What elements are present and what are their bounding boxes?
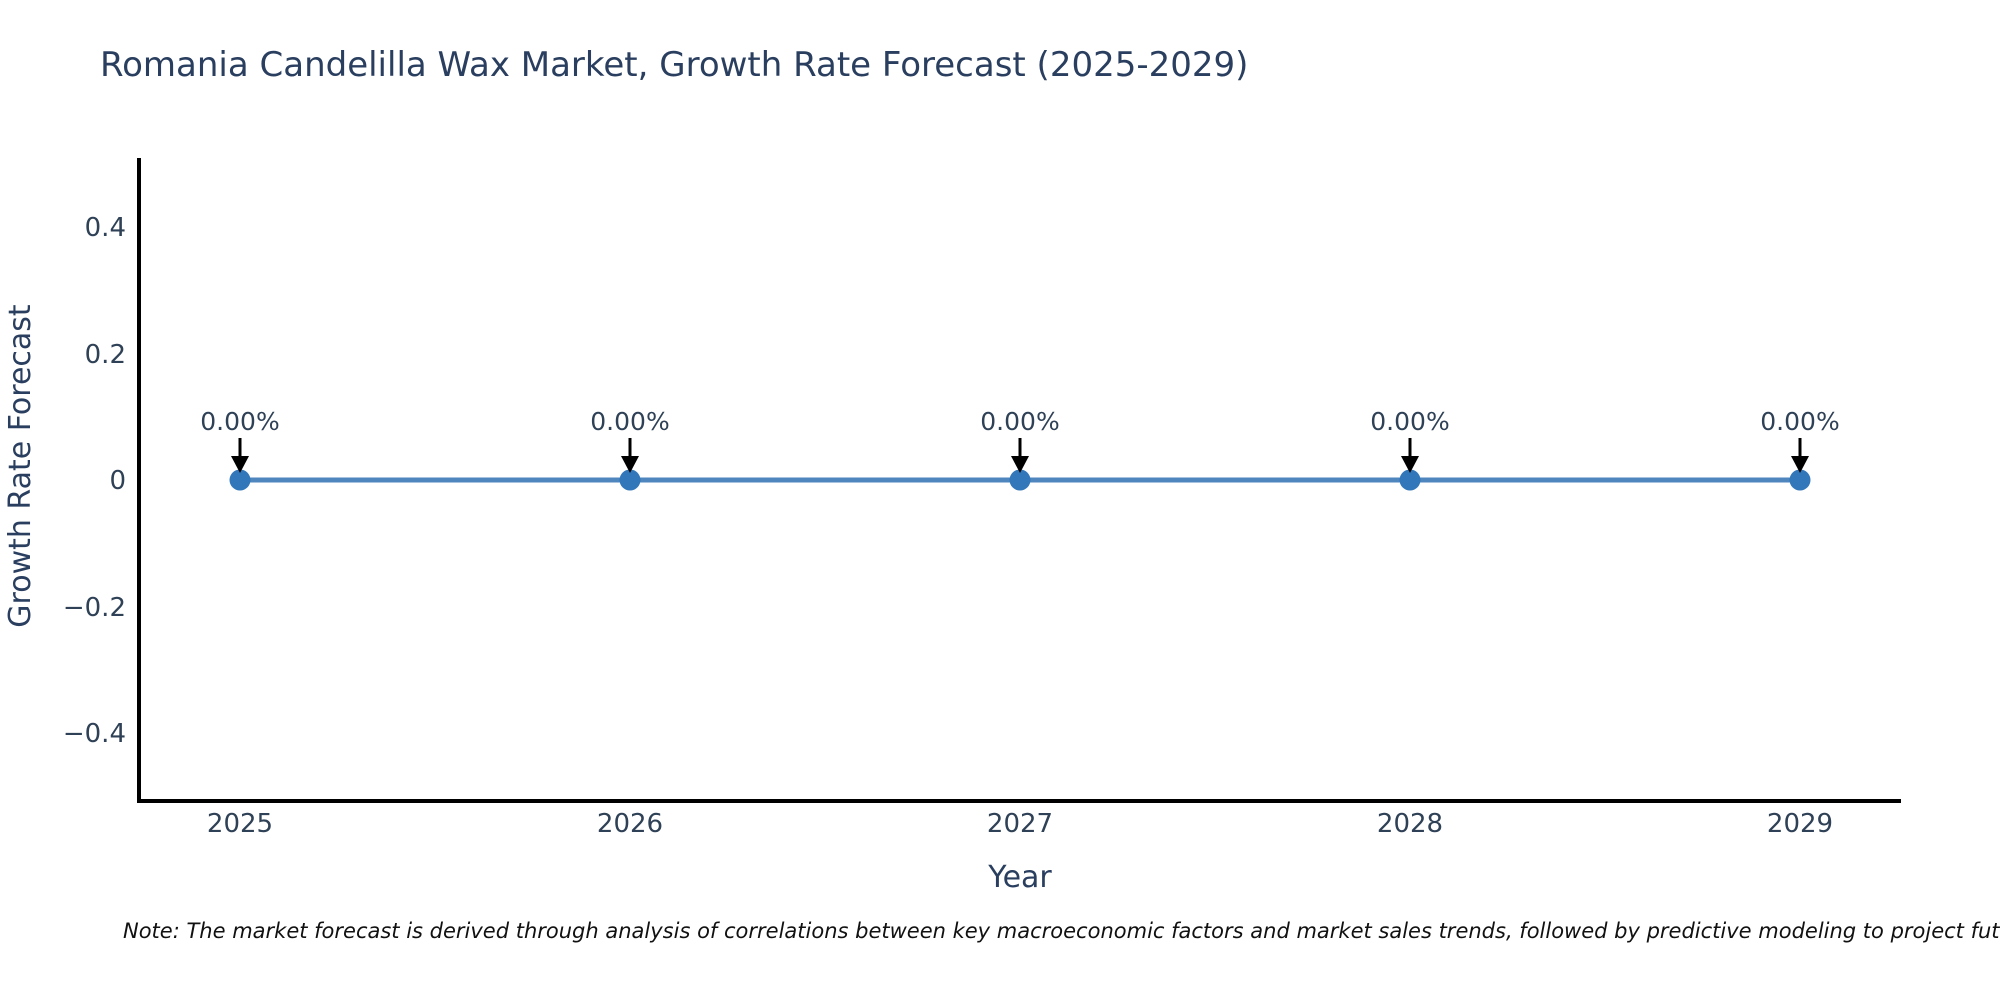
y-tick-label: 0.4 — [85, 213, 126, 243]
series-markers — [229, 469, 1811, 491]
point-value-label: 0.00% — [200, 407, 279, 436]
y-axis-ticks: 0.4 0.2 0 −0.2 −0.4 — [63, 213, 126, 749]
annotation-arrow — [1791, 438, 1809, 473]
data-point-2025 — [229, 469, 251, 491]
point-value-label: 0.00% — [1760, 407, 1839, 436]
annotation-labels: 0.00% 0.00% 0.00% 0.00% 0.00% — [200, 407, 1839, 436]
x-tick-label: 2025 — [207, 809, 273, 839]
point-value-label: 0.00% — [590, 407, 669, 436]
point-value-label: 0.00% — [1370, 407, 1449, 436]
y-tick-label: 0.2 — [85, 340, 126, 370]
annotation-arrow — [1011, 438, 1029, 473]
annotation-arrow — [231, 438, 249, 473]
data-point-2027 — [1009, 469, 1031, 491]
data-point-2029 — [1789, 469, 1811, 491]
annotation-arrow — [1401, 438, 1419, 473]
annotation-arrows — [231, 438, 1809, 473]
x-tick-label: 2027 — [987, 809, 1053, 839]
x-axis-title: Year — [987, 860, 1052, 895]
x-tick-label: 2026 — [597, 809, 663, 839]
data-point-2028 — [1399, 469, 1421, 491]
y-tick-label: −0.4 — [63, 719, 126, 749]
data-point-2026 — [619, 469, 641, 491]
footnote: Note: The market forecast is derived thr… — [123, 919, 2000, 943]
y-tick-label: −0.2 — [63, 593, 126, 623]
x-tick-label: 2028 — [1377, 809, 1443, 839]
axis-spines — [137, 158, 1901, 803]
point-value-label: 0.00% — [980, 407, 1059, 436]
chart-title: Romania Candelilla Wax Market, Growth Ra… — [100, 45, 1248, 85]
x-tick-label: 2029 — [1767, 809, 1833, 839]
annotation-arrow — [621, 438, 639, 473]
x-axis-ticks: 2025 2026 2027 2028 2029 — [207, 809, 1833, 839]
y-tick-label: 0 — [109, 466, 126, 496]
y-axis-title: Growth Rate Forecast — [3, 304, 38, 628]
